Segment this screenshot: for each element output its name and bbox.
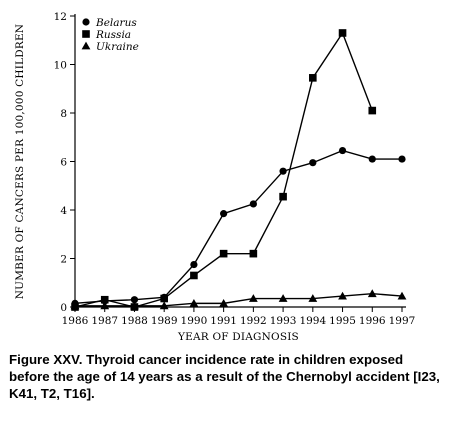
x-tick-label: 1996 <box>359 315 386 327</box>
figure-caption: Figure XXV. Thyroid cancer incidence rat… <box>9 352 440 401</box>
data-point-russia <box>160 294 168 303</box>
data-point-belarus <box>220 210 228 218</box>
data-point-belarus <box>398 155 406 163</box>
data-point-russia <box>249 249 258 258</box>
data-point-belarus <box>309 159 317 167</box>
data-point-russia <box>100 295 109 304</box>
legend-marker-ukraine <box>81 41 91 50</box>
series-line-ukraine <box>75 292 403 307</box>
y-axis-label: NUMBER OF CANCERS PER 100,000 CHILDREN <box>14 24 26 299</box>
y-tick-label: 12 <box>54 11 67 23</box>
x-tick-label: 1990 <box>181 315 208 327</box>
series-ukraine <box>70 289 407 310</box>
data-point-belarus <box>338 146 347 155</box>
series-line-russia <box>74 31 373 308</box>
data-point-belarus <box>279 167 287 175</box>
x-axis-ticks: 1986 1987 1988 1989 1990 1991 1992 1993 1994 1995… <box>62 307 416 327</box>
data-point-ukraine <box>189 298 199 307</box>
data-point-ukraine <box>367 289 377 298</box>
data-point-russia <box>309 74 317 82</box>
series-line-belarus <box>74 149 402 305</box>
y-tick-label: 4 <box>60 205 67 217</box>
data-point-ukraine <box>248 294 258 302</box>
line-chart: 1986 1987 1988 1989 1990 1991 1992 1993 1994 1995… <box>14 11 416 343</box>
x-tick-label: 1989 <box>151 315 178 327</box>
data-point-ukraine <box>130 301 139 310</box>
x-tick-label: 1991 <box>210 315 237 327</box>
legend-label-russia: Russia <box>95 29 131 41</box>
data-point-ukraine <box>338 291 347 300</box>
data-point-belarus <box>368 155 376 163</box>
data-point-russia <box>368 106 377 115</box>
y-tick-label: 10 <box>54 60 67 72</box>
data-point-russia <box>190 271 198 280</box>
data-point-ukraine <box>159 301 169 310</box>
y-tick-label: 0 <box>60 302 67 314</box>
y-tick-label: 2 <box>60 254 67 266</box>
chart-axes <box>74 14 406 308</box>
data-point-ukraine <box>397 291 407 300</box>
x-tick-label: 1992 <box>240 315 267 327</box>
data-point-ukraine <box>219 298 229 307</box>
data-point-ukraine <box>308 294 318 302</box>
data-point-belarus <box>190 260 198 269</box>
legend-marker-russia <box>82 30 90 38</box>
y-tick-label: 8 <box>60 108 67 120</box>
y-tick-label: 6 <box>60 157 67 169</box>
data-point-russia <box>219 249 228 258</box>
legend-label-belarus: Belarus <box>95 17 137 29</box>
x-tick-label: 1987 <box>91 315 118 327</box>
chart-series <box>70 29 407 311</box>
data-point-ukraine <box>70 301 80 310</box>
x-tick-label: 1994 <box>299 315 326 327</box>
series-russia <box>71 29 377 311</box>
data-point-russia <box>338 29 347 37</box>
x-axis-label: YEAR OF DIAGNOSIS <box>177 331 299 343</box>
legend-label-ukraine: Ukraine <box>96 41 139 53</box>
x-tick-label: 1988 <box>121 315 148 327</box>
x-tick-label: 1986 <box>62 315 89 327</box>
data-point-ukraine <box>100 301 110 310</box>
x-tick-label: 1997 <box>389 315 416 327</box>
data-point-belarus <box>130 296 139 304</box>
legend-marker-belarus <box>82 18 90 26</box>
x-tick-label: 1993 <box>270 315 297 327</box>
data-point-ukraine <box>278 294 288 302</box>
x-tick-label: 1995 <box>329 315 356 327</box>
series-belarus <box>71 146 406 307</box>
data-point-russia <box>279 192 287 201</box>
data-point-belarus <box>249 200 257 208</box>
y-axis-ticks: 0 2 4 6 8 10 12 <box>54 11 75 314</box>
